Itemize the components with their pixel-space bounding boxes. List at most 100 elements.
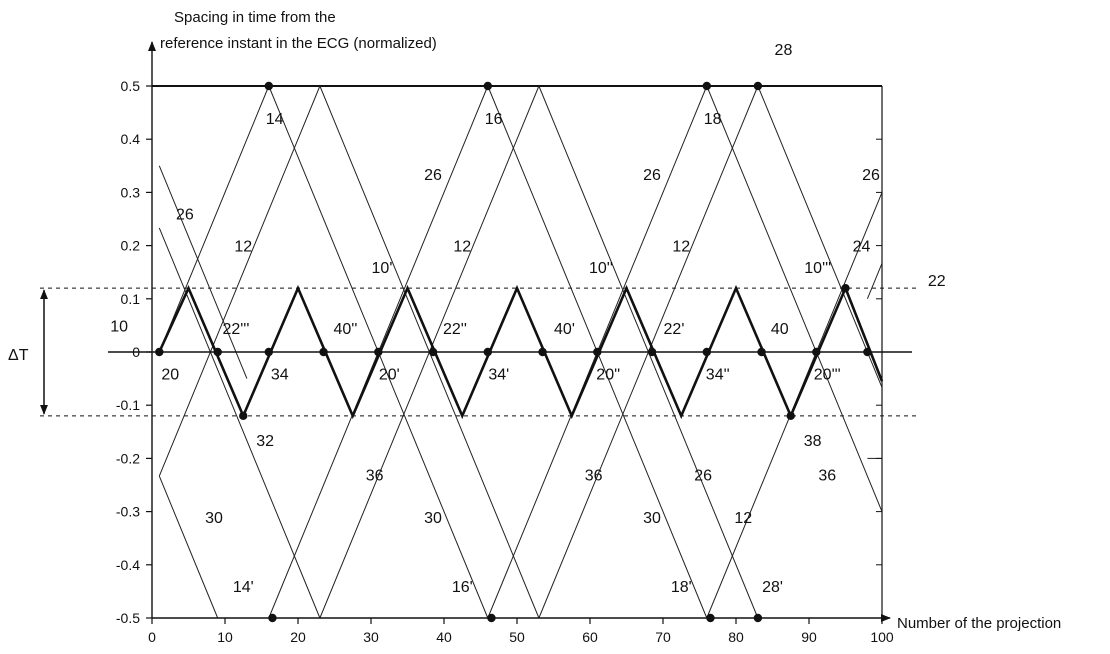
x-tick-label: 30	[363, 629, 379, 645]
reference-numeral: 40'	[554, 321, 575, 338]
reference-numeral: 12	[453, 239, 471, 256]
x-tick-labels: 0 10 20 30 40 50 60 70 80 90 100	[148, 618, 894, 645]
projection-line-15	[158, 165, 248, 379]
y-tick-label: -0.2	[116, 450, 140, 466]
reference-numeral: 26	[643, 167, 661, 184]
y-tick-label: 0.1	[121, 291, 141, 307]
reference-numeral: 22'''	[222, 321, 249, 338]
y-tick-labels: 0.5 0.4 0.3 0.2 0.1 0 -0.1 -0.2 -0.3 -0.4 -0.5	[116, 78, 882, 626]
reference-numeral: 26	[176, 207, 194, 224]
marked-point	[428, 347, 438, 357]
reference-numeral: 16	[485, 111, 503, 128]
reference-numeral: 36	[818, 467, 836, 484]
reference-numeral: 20'''	[814, 366, 841, 383]
reference-numeral: 36	[366, 467, 384, 484]
reference-numeral: 30	[205, 510, 223, 527]
y-tick-label: -0.4	[116, 557, 140, 573]
marked-point	[702, 347, 711, 357]
marked-point	[753, 613, 763, 623]
reference-numeral: 22	[928, 273, 946, 290]
reference-numeral: 18'	[671, 579, 692, 596]
reference-numeral: 14	[266, 111, 284, 128]
reference-numeral: 36	[585, 467, 603, 484]
reference-numeral: 12	[734, 510, 752, 527]
reference-numeral: 22'	[664, 321, 685, 338]
y-tick-label: 0	[132, 344, 140, 360]
y-axis-label-line-2: reference instant in the ECG (normalized…	[160, 35, 437, 52]
y-tick-label: -0.3	[116, 504, 140, 520]
marked-point	[812, 347, 821, 357]
reference-numeral: 38	[804, 433, 822, 450]
reference-numeral: 22''	[443, 321, 467, 338]
projection-line-3	[158, 85, 270, 353]
marked-point	[239, 411, 248, 421]
reference-numeral: 12	[234, 239, 252, 256]
marked-point	[706, 613, 715, 623]
reference-numeral: 40	[771, 321, 789, 338]
y-tick-label: 0.3	[121, 184, 141, 200]
selected-projection-path	[158, 284, 884, 420]
y-axis-label-line-1: Spacing in time from the	[174, 9, 336, 26]
y-tick-label: -0.1	[116, 397, 140, 413]
reference-numeral: 28'	[762, 579, 783, 596]
x-tick-label: 20	[290, 629, 306, 645]
marked-point	[647, 347, 657, 357]
marked-point	[374, 347, 383, 357]
reference-numeral: 26	[694, 467, 712, 484]
reference-numeral: 30	[643, 510, 661, 527]
reference-numeral: 10'''	[804, 260, 831, 277]
marked-point	[487, 613, 496, 623]
reference-numeral: 26	[862, 167, 880, 184]
bold-zigzag-series	[158, 284, 884, 420]
marked-point	[538, 347, 547, 357]
x-tick-label: 10	[217, 629, 233, 645]
marked-point	[841, 283, 850, 293]
marked-point	[757, 347, 766, 357]
reference-numeral: 34'	[488, 366, 509, 383]
reference-numeral: 40''	[333, 321, 357, 338]
x-tick-label: 0	[148, 629, 156, 645]
y-tick-label: 0.2	[121, 238, 141, 254]
marked-point	[753, 81, 763, 91]
reference-numeral: 20	[161, 366, 179, 383]
reference-numeral: 26	[424, 167, 442, 184]
projection-line-16	[866, 263, 883, 299]
marked-point	[155, 347, 164, 357]
marked-point	[264, 81, 273, 91]
reference-numerals: 28 14 16 18 26 26 26 26 12 12 12 10' 10'' 10''' 24 22 10…	[110, 42, 945, 596]
projection-line-10	[757, 85, 883, 388]
reference-numeral: 32	[256, 433, 274, 450]
y-tick-label: 0.5	[121, 78, 141, 94]
projection-line-9	[158, 85, 321, 477]
x-tick-label: 80	[728, 629, 744, 645]
reference-numeral: 28	[775, 42, 793, 59]
marked-point	[268, 613, 277, 623]
projection-line-2	[706, 85, 883, 512]
reference-numeral: 10	[110, 318, 128, 335]
marked-point	[264, 347, 273, 357]
x-axis-label: Number of the projection	[897, 615, 1061, 632]
reference-numeral: 18	[704, 111, 722, 128]
marked-points	[155, 81, 872, 623]
reference-numeral: 12	[672, 239, 690, 256]
reference-numeral: 34	[271, 366, 289, 383]
projection-line-14	[158, 475, 219, 619]
reference-numeral: 10''	[589, 260, 613, 277]
x-tick-label: 90	[801, 629, 817, 645]
marked-point	[319, 347, 328, 357]
marked-point	[863, 347, 872, 357]
x-tick-label: 40	[436, 629, 452, 645]
x-tick-label: 50	[509, 629, 525, 645]
y-tick-label: -0.5	[116, 610, 140, 626]
marked-point	[702, 81, 711, 91]
marked-point	[786, 411, 795, 421]
reference-numeral: 34''	[706, 366, 730, 383]
marked-point	[213, 347, 222, 357]
marked-point	[483, 81, 492, 91]
reference-numeral: 20''	[596, 366, 620, 383]
tolerance-band-lines	[40, 287, 920, 417]
reference-numeral: 10'	[372, 260, 393, 277]
projection-line-13	[158, 227, 321, 619]
x-tick-label: 60	[582, 629, 598, 645]
